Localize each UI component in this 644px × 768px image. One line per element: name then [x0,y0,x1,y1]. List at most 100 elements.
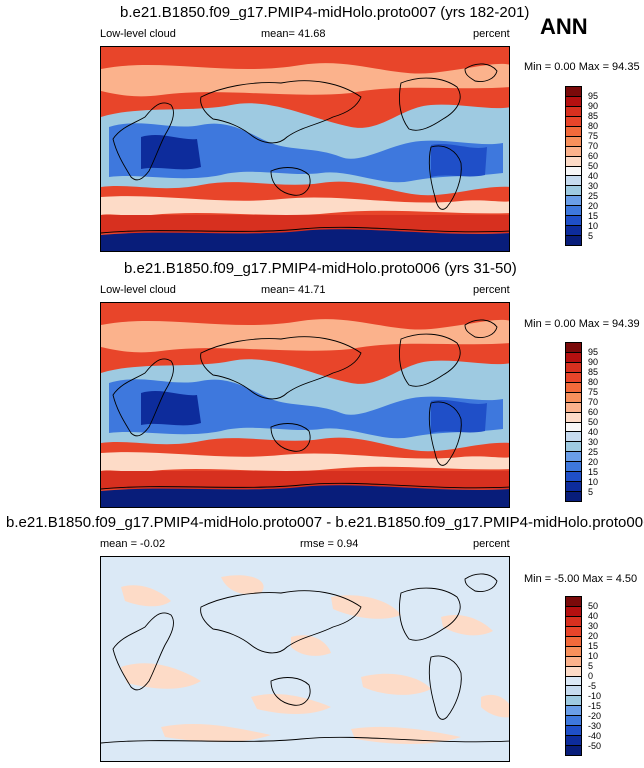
colorbar-swatch [566,215,581,226]
colorbar-swatch [566,411,581,422]
colorbar-swatch [566,715,581,726]
panel-3-mean: mean = -0.02 [100,538,166,550]
colorbar-swatch [566,745,581,755]
colorbar-tick-label: 75 [588,387,599,397]
colorbar-tick-label: 25 [588,447,599,457]
panel-3-minmax: Min = -5.00 Max = 4.50 [524,573,638,585]
panel-1-mean: mean= 41.68 [261,28,326,40]
colorbar-tick-label: 70 [588,141,599,151]
colorbar-swatch [566,431,581,442]
colorbar-swatch [566,125,581,136]
panel-3-colorbar [565,596,582,756]
colorbar-tick-label: 25 [588,191,599,201]
colorbar-swatch [566,185,581,196]
panel-2-variable-label: Low-level cloud [100,284,176,296]
colorbar-tick-label: 30 [588,437,599,447]
colorbar-tick-label: -30 [588,721,602,731]
colorbar-tick-label: -50 [588,741,602,751]
colorbar-tick-label: 60 [588,407,599,417]
colorbar-swatch [566,451,581,462]
colorbar-tick-label: -10 [588,691,602,701]
panel-2-units: percent [473,284,510,296]
colorbar-swatch [566,655,581,666]
colorbar-tick-label: 15 [588,467,599,477]
colorbar-tick-label: 5 [588,231,594,241]
colorbar-swatch [566,371,581,382]
colorbar-swatch [566,605,581,616]
panel-1-colorbar-labels: 95 90 85 80 75 70 60 50 40 30 25 20 15 10 5 [588,86,628,246]
colorbar-swatch [566,391,581,402]
panel-2-minmax: Min = 0.00 Max = 94.39 [524,318,640,330]
panel-3-map [100,556,510,762]
colorbar-swatch [566,87,581,96]
colorbar-swatch [566,441,581,452]
colorbar-swatch [566,705,581,716]
colorbar-swatch [566,481,581,492]
colorbar-tick-label: 50 [588,417,599,427]
colorbar-swatch [566,615,581,626]
colorbar-swatch [566,105,581,116]
colorbar-swatch [566,401,581,412]
colorbar-swatch [566,115,581,126]
colorbar-tick-label: 0 [588,671,594,681]
colorbar-swatch [566,421,581,432]
colorbar-tick-label: 90 [588,101,599,111]
colorbar-tick-label: 10 [588,221,599,231]
colorbar-swatch [566,145,581,156]
colorbar-tick-label: 85 [588,111,599,121]
colorbar-swatch [566,685,581,696]
colorbar-tick-label: 95 [588,347,599,357]
colorbar-tick-label: 90 [588,357,599,367]
colorbar-tick-label: 5 [588,487,594,497]
panel-1-map [100,46,510,252]
colorbar-tick-label: 80 [588,377,599,387]
season-label: ANN [540,14,588,39]
colorbar-tick-label: 80 [588,121,599,131]
colorbar-tick-label: 15 [588,641,599,651]
colorbar-swatch [566,597,581,606]
colorbar-tick-label: -40 [588,731,602,741]
panel-2-mean: mean= 41.71 [261,284,326,296]
colorbar-swatch [566,155,581,166]
colorbar-swatch [566,225,581,236]
colorbar-tick-label: 85 [588,367,599,377]
colorbar-tick-label: 20 [588,457,599,467]
colorbar-swatch [566,635,581,646]
panel-1-colorbar [565,86,582,246]
panel-3-rmse: rmse = 0.94 [300,538,359,550]
colorbar-swatch [566,135,581,146]
colorbar-tick-label: -15 [588,701,602,711]
colorbar-tick-label: 10 [588,477,599,487]
colorbar-tick-label: 75 [588,131,599,141]
colorbar-tick-label: 40 [588,427,599,437]
colorbar-swatch [566,471,581,482]
colorbar-tick-label: 20 [588,201,599,211]
panel-3-units: percent [473,538,510,550]
colorbar-tick-label: -5 [588,681,597,691]
panel-2-colorbar-labels: 95 90 85 80 75 70 60 50 40 30 25 20 15 10 5 [588,342,628,502]
colorbar-swatch [566,165,581,176]
colorbar-swatch [566,491,581,501]
colorbar-swatch [566,235,581,245]
colorbar-swatch [566,675,581,686]
colorbar-tick-label: 30 [588,181,599,191]
panel-3-title: b.e21.B1850.f09_g17.PMIP4-midHolo.proto0… [6,514,644,531]
colorbar-tick-label: 40 [588,611,599,621]
colorbar-swatch [566,625,581,636]
colorbar-swatch [566,461,581,472]
colorbar-tick-label: 50 [588,161,599,171]
colorbar-tick-label: 40 [588,171,599,181]
colorbar-swatch [566,351,581,362]
panel-1-minmax: Min = 0.00 Max = 94.35 [524,61,640,73]
panel-2-colorbar [565,342,582,502]
colorbar-tick-label: 10 [588,651,599,661]
panel-1-variable-label: Low-level cloud [100,28,176,40]
colorbar-tick-label: 60 [588,151,599,161]
panel-1-units: percent [473,28,510,40]
colorbar-swatch [566,695,581,706]
colorbar-swatch [566,665,581,676]
colorbar-tick-label: -20 [588,711,602,721]
colorbar-tick-label: 95 [588,91,599,101]
colorbar-tick-label: 5 [588,661,594,671]
colorbar-swatch [566,361,581,372]
